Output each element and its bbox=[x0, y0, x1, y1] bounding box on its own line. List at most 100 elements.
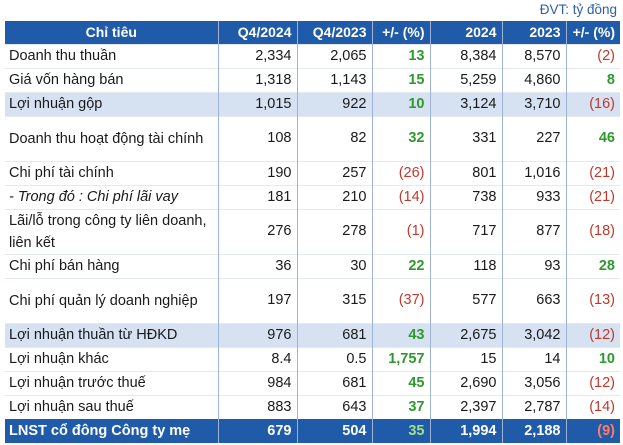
year-2024-value: 2,690 bbox=[430, 370, 503, 395]
unit-note: ĐVT: tỷ đồng bbox=[539, 2, 617, 17]
q4-2024-value: 108 bbox=[218, 115, 298, 161]
row-label: - Trong đó : Chi phí lãi vay bbox=[5, 184, 219, 209]
year-change-value: (13) bbox=[566, 277, 620, 323]
table-row: Doanh thu thuần 2,334 2,065 13 8,384 8,570 (2) bbox=[5, 43, 620, 68]
year-2023-value: 2,787 bbox=[502, 394, 567, 419]
q4-2023-value: 504 bbox=[297, 418, 373, 443]
year-change-value: 46 bbox=[566, 115, 620, 161]
q4-2023-value: 0.5 bbox=[297, 346, 373, 371]
year-change-value: (16) bbox=[566, 91, 620, 116]
row-label: Lợi nhuận khác bbox=[5, 346, 219, 371]
year-change-value: (21) bbox=[566, 184, 620, 209]
q4-2024-value: 8.4 bbox=[218, 346, 298, 371]
row-label: Lãi/lỗ trong công ty liên doanh, liên kế… bbox=[5, 208, 219, 254]
q4-2023-value: 82 bbox=[297, 115, 373, 161]
table-row: Lợi nhuận sau thuế 883 643 37 2,397 2,787 (14) bbox=[5, 394, 620, 419]
row-label: Lợi nhuận gộp bbox=[5, 91, 219, 116]
header-indicator: Chỉ tiêu bbox=[5, 21, 219, 44]
table-row: Chi phí quản lý doanh nghiệp 197 315 (37) 57… bbox=[5, 277, 620, 323]
income-statement-table: Chỉ tiêu Q4/2024 Q4/2023 +/- (%) 2024 20… bbox=[5, 21, 620, 443]
quarter-change-value: 43 bbox=[372, 322, 431, 347]
table-row: Lợi nhuận khác 8.4 0.5 1,757 15 14 10 bbox=[5, 346, 620, 371]
table-row: Lãi/lỗ trong công ty liên doanh, liên kế… bbox=[5, 208, 620, 254]
row-label: Doanh thu hoạt động tài chính bbox=[5, 115, 219, 161]
year-change-value: 10 bbox=[566, 346, 620, 371]
year-2024-value: 801 bbox=[430, 160, 503, 185]
q4-2023-value: 922 bbox=[297, 91, 373, 116]
row-label: Chi phí quản lý doanh nghiệp bbox=[5, 277, 219, 323]
table-row: LNST cổ đông Công ty mẹ 679 504 35 1,994 2,18… bbox=[5, 418, 620, 443]
year-change-value: (12) bbox=[566, 370, 620, 395]
year-2023-value: 93 bbox=[502, 253, 567, 278]
quarter-change-value: 13 bbox=[372, 43, 431, 68]
q4-2024-value: 976 bbox=[218, 322, 298, 347]
quarter-change-value: 10 bbox=[372, 91, 431, 116]
header-q4-2023: Q4/2023 bbox=[297, 21, 373, 44]
q4-2024-value: 36 bbox=[218, 253, 298, 278]
year-2024-value: 8,384 bbox=[430, 43, 503, 68]
year-2024-value: 2,397 bbox=[430, 394, 503, 419]
year-2023-value: 877 bbox=[502, 208, 567, 254]
table-row: Doanh thu hoạt động tài chính 108 82 32 331 2… bbox=[5, 115, 620, 161]
q4-2024-value: 679 bbox=[218, 418, 298, 443]
table-row: Chi phí tài chính 190 257 (26) 801 1,016 (21) bbox=[5, 160, 620, 185]
table-row: Giá vốn hàng bán 1,318 1,143 15 5,259 4,860 8 bbox=[5, 67, 620, 92]
year-2024-value: 331 bbox=[430, 115, 503, 161]
year-2024-value: 118 bbox=[430, 253, 503, 278]
year-change-value: (14) bbox=[566, 394, 620, 419]
q4-2023-value: 681 bbox=[297, 322, 373, 347]
q4-2023-value: 315 bbox=[297, 277, 373, 323]
row-label: Lợi nhuận thuần từ HĐKD bbox=[5, 322, 219, 347]
year-change-value: 28 bbox=[566, 253, 620, 278]
table-body: Doanh thu thuần 2,334 2,065 13 8,384 8,570 (2)… bbox=[5, 43, 620, 443]
year-2024-value: 717 bbox=[430, 208, 503, 254]
q4-2023-value: 643 bbox=[297, 394, 373, 419]
year-2024-value: 2,675 bbox=[430, 322, 503, 347]
quarter-change-value: (26) bbox=[372, 160, 431, 185]
year-2024-value: 738 bbox=[430, 184, 503, 209]
row-label: Lợi nhuận sau thuế bbox=[5, 394, 219, 419]
q4-2023-value: 278 bbox=[297, 208, 373, 254]
header-year-change: +/- (%) bbox=[566, 21, 620, 44]
year-2024-value: 577 bbox=[430, 277, 503, 323]
quarter-change-value: (1) bbox=[372, 208, 431, 254]
q4-2023-value: 1,143 bbox=[297, 67, 373, 92]
header-2024: 2024 bbox=[430, 21, 503, 44]
year-2023-value: 663 bbox=[502, 277, 567, 323]
quarter-change-value: 1,757 bbox=[372, 346, 431, 371]
year-change-value: (12) bbox=[566, 322, 620, 347]
table-row: Lợi nhuận thuần từ HĐKD 976 681 43 2,675 3,04… bbox=[5, 322, 620, 347]
header-2023: 2023 bbox=[502, 21, 567, 44]
year-2023-value: 3,710 bbox=[502, 91, 567, 116]
header-q4-2024: Q4/2024 bbox=[218, 21, 298, 44]
quarter-change-value: (14) bbox=[372, 184, 431, 209]
row-label: Lợi nhuận trước thuế bbox=[5, 370, 219, 395]
header-quarter-change: +/- (%) bbox=[372, 21, 431, 44]
q4-2024-value: 190 bbox=[218, 160, 298, 185]
quarter-change-value: 15 bbox=[372, 67, 431, 92]
year-2024-value: 3,124 bbox=[430, 91, 503, 116]
q4-2024-value: 276 bbox=[218, 208, 298, 254]
year-2024-value: 5,259 bbox=[430, 67, 503, 92]
year-change-value: (21) bbox=[566, 160, 620, 185]
year-2023-value: 14 bbox=[502, 346, 567, 371]
quarter-change-value: 37 bbox=[372, 394, 431, 419]
q4-2024-value: 984 bbox=[218, 370, 298, 395]
q4-2023-value: 257 bbox=[297, 160, 373, 185]
year-2023-value: 1,016 bbox=[502, 160, 567, 185]
quarter-change-value: (37) bbox=[372, 277, 431, 323]
q4-2024-value: 1,318 bbox=[218, 67, 298, 92]
year-change-value: (2) bbox=[566, 43, 620, 68]
year-2024-value: 1,994 bbox=[430, 418, 503, 443]
q4-2024-value: 883 bbox=[218, 394, 298, 419]
row-label: Doanh thu thuần bbox=[5, 43, 219, 68]
year-2023-value: 4,860 bbox=[502, 67, 567, 92]
year-2023-value: 227 bbox=[502, 115, 567, 161]
table-header-row: Chỉ tiêu Q4/2024 Q4/2023 +/- (%) 2024 20… bbox=[5, 21, 620, 44]
table-row: Lợi nhuận trước thuế 984 681 45 2,690 3,056 (1… bbox=[5, 370, 620, 395]
year-change-value: (18) bbox=[566, 208, 620, 254]
table-row: Chi phí bán hàng 36 30 22 118 93 28 bbox=[5, 253, 620, 278]
table-row: - Trong đó : Chi phí lãi vay 181 210 (14) 73… bbox=[5, 184, 620, 209]
row-label: Chi phí tài chính bbox=[5, 160, 219, 185]
q4-2023-value: 210 bbox=[297, 184, 373, 209]
